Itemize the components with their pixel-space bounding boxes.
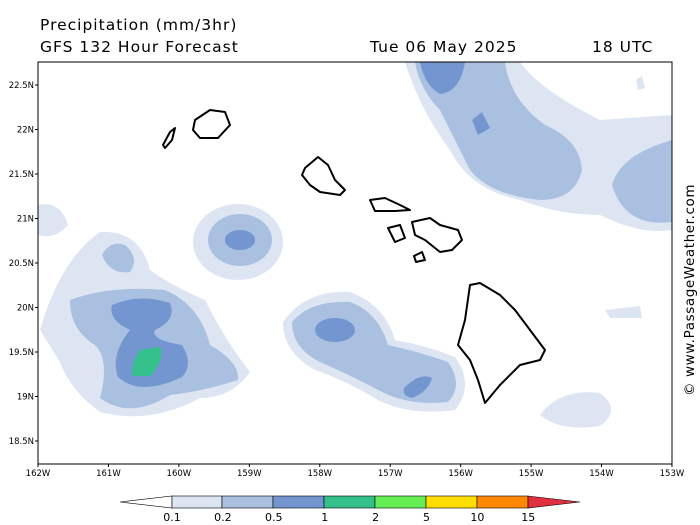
lat-label: 19N	[17, 393, 34, 403]
subtitle: GFS 132 Hour Forecast	[40, 38, 239, 56]
islands	[162, 109, 546, 404]
lon-label: 156W	[448, 469, 473, 479]
lat-label: 21N	[17, 215, 34, 225]
colorbar-label: 15	[521, 511, 535, 524]
lat-label: 20N	[17, 304, 34, 314]
colorbar-label: 0.5	[265, 511, 283, 524]
colorbar-label: 0.2	[214, 511, 232, 524]
lat-label: 18.5N	[9, 437, 34, 447]
colorbar-label: 10	[470, 511, 484, 524]
colorbar-label: 1	[321, 511, 328, 524]
lon-label: 160W	[167, 469, 192, 479]
lon-label: 159W	[237, 469, 262, 479]
credit: © www.PassageWeather.com	[682, 184, 698, 396]
lat-label: 22.5N	[9, 81, 34, 91]
title: Precipitation (mm/3hr)	[40, 16, 237, 34]
lat-label: 19.5N	[9, 348, 34, 358]
precip-field	[38, 62, 672, 428]
lat-label: 20.5N	[9, 259, 34, 269]
lon-label: 161W	[96, 469, 121, 479]
lat-label: 21.5N	[9, 170, 34, 180]
lon-label: 155W	[519, 469, 544, 479]
lon-label: 154W	[589, 469, 614, 479]
colorbar-label: 0.1	[163, 511, 181, 524]
date: Tue 06 May 2025	[369, 38, 517, 56]
lon-label: 158W	[307, 469, 332, 479]
lon-label: 157W	[378, 469, 403, 479]
time: 18 UTC	[592, 38, 653, 56]
colorbar: 0.1 0.2 0.5 1 2 5 10 15	[119, 495, 581, 524]
lat-label: 22N	[17, 126, 34, 136]
lon-label: 162W	[26, 469, 51, 479]
colorbar-label: 5	[423, 511, 430, 524]
lon-label: 153W	[660, 469, 685, 479]
colorbar-label: 2	[372, 511, 379, 524]
